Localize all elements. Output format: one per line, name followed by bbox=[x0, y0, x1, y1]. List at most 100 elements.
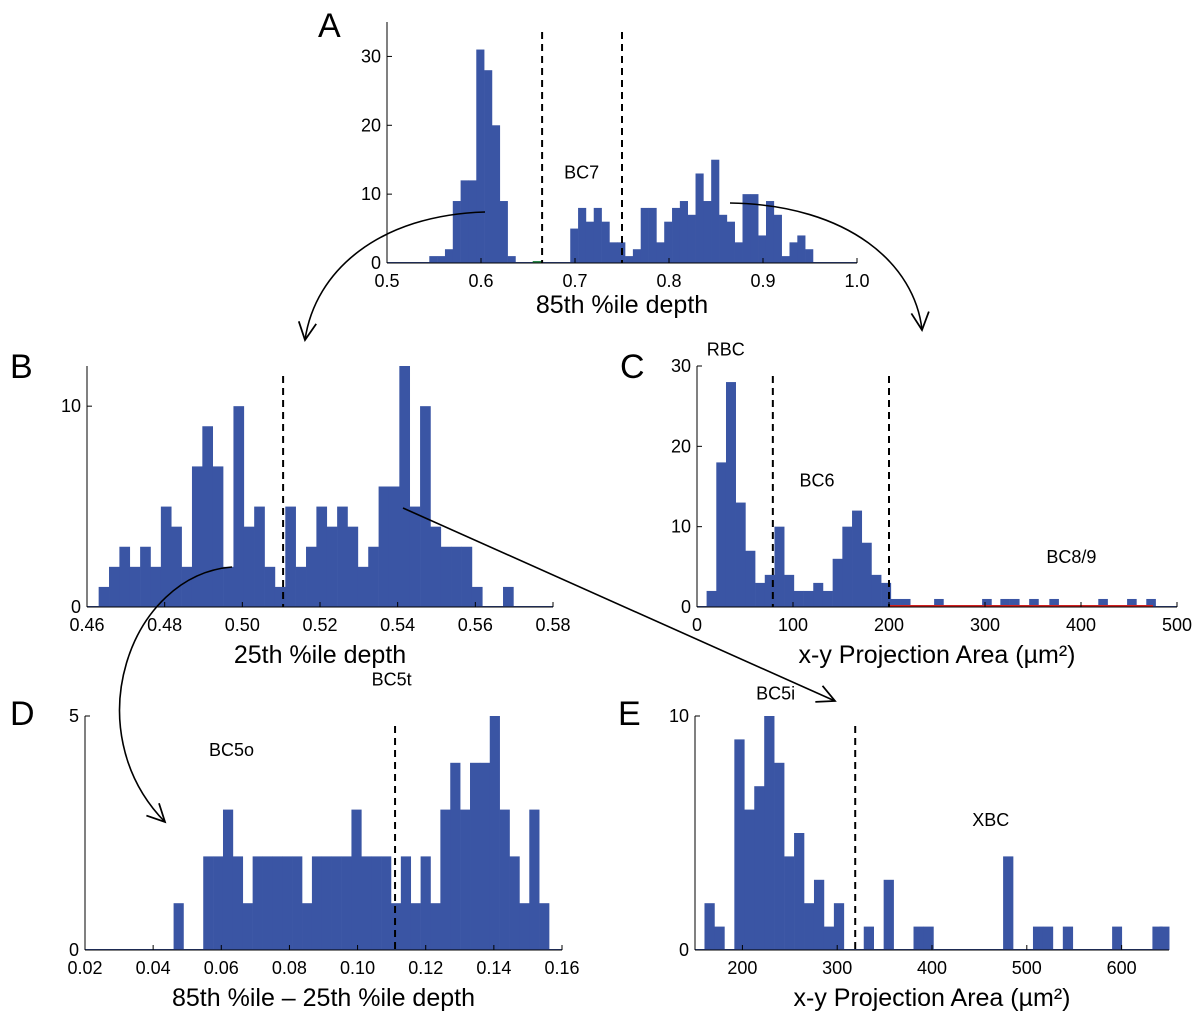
histogram-bar bbox=[444, 249, 454, 263]
histogram-bar bbox=[468, 180, 477, 263]
y-tick-label: 30 bbox=[361, 46, 381, 66]
histogram-bar bbox=[539, 903, 550, 950]
x-tick-label: 0 bbox=[692, 615, 702, 635]
histogram-bar bbox=[900, 598, 911, 607]
histogram-bar bbox=[337, 506, 348, 607]
histogram-bar bbox=[734, 242, 743, 263]
histogram-bar bbox=[593, 207, 602, 263]
panel-c: 0 100 200 300 400 500 0 10 20 30 x-y Projection Ar… bbox=[620, 340, 1192, 669]
histogram-bar bbox=[461, 546, 473, 607]
x-axis-label: x-y Projection Area (µm²) bbox=[794, 984, 1071, 1012]
histogram-bar bbox=[233, 406, 245, 607]
histogram-bar bbox=[823, 926, 835, 950]
histogram-bar bbox=[664, 221, 673, 263]
histogram-bar bbox=[252, 856, 263, 950]
histogram-bar bbox=[479, 762, 491, 950]
histogram-bar bbox=[833, 903, 845, 950]
x-tick-label: 0.50 bbox=[225, 615, 260, 635]
histogram-bar bbox=[913, 926, 924, 950]
histogram-bar bbox=[507, 256, 516, 263]
histogram-bar bbox=[578, 207, 587, 263]
histogram-bar bbox=[703, 201, 712, 263]
histogram-bar bbox=[1042, 926, 1054, 950]
y-tick-label: 30 bbox=[671, 356, 691, 376]
y-tick-label: 5 bbox=[69, 706, 79, 726]
histogram-bar bbox=[765, 201, 775, 263]
x-axis-label: 25th %ile depth bbox=[234, 641, 406, 669]
histogram-bar bbox=[716, 462, 727, 607]
x-tick-label: 0.10 bbox=[340, 958, 375, 978]
histogram-bar bbox=[499, 201, 508, 263]
cell-type-label: BC8/9 bbox=[1046, 547, 1096, 567]
histogram-bar bbox=[368, 546, 379, 607]
y-tick-label: 20 bbox=[361, 115, 381, 135]
histogram-bar bbox=[601, 221, 610, 263]
histogram-bar bbox=[171, 526, 182, 607]
histogram-bar bbox=[341, 856, 352, 950]
panel-letter: A bbox=[318, 7, 341, 45]
histogram-bar bbox=[1049, 598, 1059, 607]
histogram-bar bbox=[471, 586, 483, 607]
histogram-bar bbox=[719, 214, 728, 263]
histogram-bar bbox=[347, 526, 359, 607]
histogram-bar bbox=[371, 856, 382, 950]
histogram-bar bbox=[451, 546, 462, 607]
panel-a: 0.5 0.6 0.7 0.8 0.9 1.0 0 10 20 30 85th %ile depth… bbox=[318, 7, 870, 319]
histogram-bar bbox=[1098, 598, 1108, 607]
histogram-bar bbox=[274, 586, 286, 607]
x-axis-label: x-y Projection Area (µm²) bbox=[799, 641, 1076, 669]
histogram-bar bbox=[450, 762, 461, 950]
panel-a-bars bbox=[429, 49, 814, 264]
panel-b-bars bbox=[98, 366, 514, 607]
histogram-bar bbox=[440, 546, 452, 607]
histogram-bar bbox=[890, 598, 901, 607]
histogram-bar bbox=[822, 590, 833, 607]
panel-letter: C bbox=[620, 348, 645, 386]
histogram-bar bbox=[410, 903, 421, 950]
histogram-bar bbox=[381, 856, 392, 950]
histogram-bar bbox=[503, 586, 514, 607]
y-tick-label: 0 bbox=[679, 940, 689, 960]
histogram-bar bbox=[476, 49, 485, 263]
histogram-bar bbox=[1112, 926, 1123, 950]
histogram-bar bbox=[585, 221, 595, 263]
arrow-b-to-d bbox=[118, 566, 233, 824]
cell-type-label: BC5t bbox=[372, 670, 412, 690]
x-tick-label: 500 bbox=[1012, 958, 1042, 978]
histogram-bar bbox=[1000, 598, 1010, 607]
histogram-bar bbox=[784, 574, 795, 607]
panel-e-bars bbox=[704, 716, 1170, 950]
histogram-bar bbox=[470, 762, 481, 950]
histogram-bar bbox=[797, 235, 806, 263]
y-tick-label: 10 bbox=[361, 184, 381, 204]
histogram-bar bbox=[704, 903, 715, 950]
histogram-bar bbox=[420, 406, 431, 607]
x-tick-label: 0.9 bbox=[750, 271, 775, 291]
y-tick-label: 0 bbox=[69, 940, 79, 960]
arrow-a-to-c bbox=[729, 202, 930, 332]
x-tick-label: 0.8 bbox=[656, 271, 681, 291]
histogram-bar bbox=[679, 201, 688, 263]
x-tick-label: 100 bbox=[778, 615, 808, 635]
cell-type-label: XBC bbox=[972, 810, 1009, 830]
histogram-bar bbox=[706, 590, 717, 607]
histogram-bar bbox=[934, 598, 944, 607]
x-tick-label: 0.16 bbox=[544, 958, 579, 978]
cell-type-label: BC7 bbox=[564, 162, 599, 182]
x-tick-label: 0.7 bbox=[562, 271, 587, 291]
histogram-bar bbox=[735, 502, 746, 607]
histogram-bar bbox=[437, 256, 446, 263]
histogram-bar bbox=[351, 809, 362, 950]
histogram-bar bbox=[529, 809, 540, 950]
x-tick-label: 200 bbox=[874, 615, 904, 635]
histogram-bar bbox=[292, 856, 303, 950]
histogram-bar bbox=[331, 856, 342, 950]
histogram-bar bbox=[745, 550, 756, 607]
histogram-bar bbox=[326, 526, 338, 607]
histogram-bar bbox=[400, 856, 412, 950]
histogram-bar bbox=[243, 526, 255, 607]
histogram-bar bbox=[302, 903, 313, 950]
histogram-bar bbox=[489, 716, 500, 950]
histogram-bar bbox=[321, 856, 332, 950]
